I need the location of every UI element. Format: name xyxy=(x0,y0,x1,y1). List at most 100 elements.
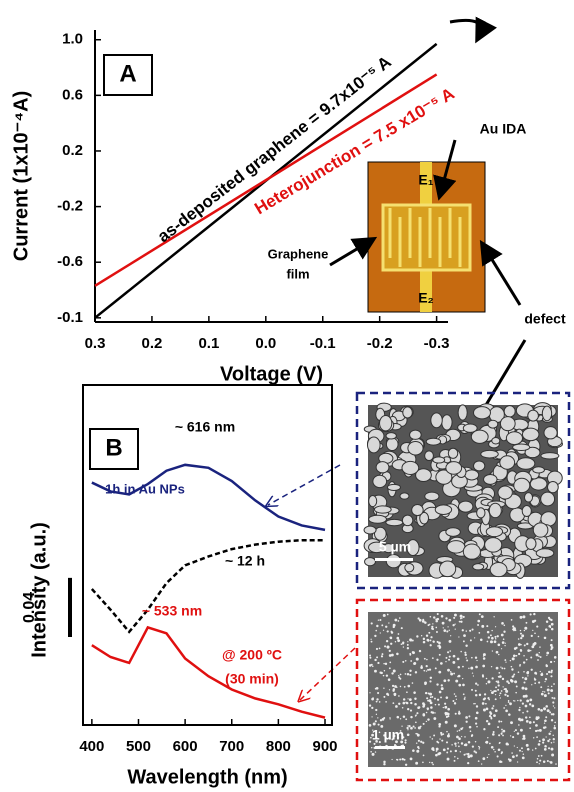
particle xyxy=(548,733,550,735)
particle xyxy=(540,671,541,672)
particle xyxy=(439,691,442,694)
particle xyxy=(385,663,387,665)
particle xyxy=(540,656,542,658)
grain xyxy=(431,413,442,428)
particle xyxy=(535,724,538,727)
particle xyxy=(426,721,427,722)
particle xyxy=(491,677,493,679)
grain xyxy=(463,544,480,559)
particle xyxy=(546,652,549,655)
particle xyxy=(377,625,379,627)
grain xyxy=(387,484,400,490)
particle xyxy=(422,762,424,764)
particle xyxy=(523,661,525,663)
particle xyxy=(429,624,430,625)
particle xyxy=(403,698,405,700)
particle xyxy=(511,680,514,683)
particle xyxy=(381,655,383,657)
particle xyxy=(493,705,495,707)
particle xyxy=(488,636,490,638)
particle xyxy=(403,716,405,718)
particle xyxy=(487,641,489,643)
grain xyxy=(374,506,391,513)
particle xyxy=(465,753,466,754)
particle xyxy=(478,760,480,762)
particle xyxy=(470,730,472,732)
particle xyxy=(504,624,506,626)
annotation: (30 min) xyxy=(225,671,279,687)
particle xyxy=(400,674,402,676)
particle xyxy=(517,761,518,762)
particle xyxy=(546,673,548,675)
particle xyxy=(540,709,543,712)
particle xyxy=(469,726,472,729)
particle xyxy=(408,725,410,727)
particle xyxy=(455,713,457,715)
particle xyxy=(493,731,495,733)
particle xyxy=(469,630,471,632)
particle xyxy=(394,619,397,622)
particle xyxy=(429,762,430,763)
particle xyxy=(551,697,553,699)
x-tick-label: -0.1 xyxy=(310,335,336,352)
particle xyxy=(494,751,496,753)
particle xyxy=(554,656,557,659)
particle xyxy=(447,626,448,627)
particle xyxy=(470,639,472,641)
particle xyxy=(467,762,469,764)
particle xyxy=(518,653,520,655)
particle xyxy=(511,752,513,754)
particle xyxy=(542,742,544,744)
grain xyxy=(486,527,502,537)
particle xyxy=(447,630,449,632)
particle xyxy=(522,677,524,679)
particle xyxy=(373,723,376,726)
particle xyxy=(464,754,466,756)
y-axis-label: Current (1x10⁻⁴A) xyxy=(10,91,32,262)
particle xyxy=(460,621,462,623)
particle xyxy=(436,631,438,633)
particle xyxy=(450,635,451,636)
particle xyxy=(504,659,506,661)
x-tick-label: 900 xyxy=(312,738,337,755)
particle xyxy=(542,738,545,741)
particle xyxy=(501,690,503,692)
grain xyxy=(522,506,531,517)
grain xyxy=(458,405,467,420)
x-tick-label: -0.2 xyxy=(367,335,393,352)
particle xyxy=(455,623,456,624)
particle xyxy=(551,754,554,757)
particle xyxy=(527,675,528,676)
particle xyxy=(421,665,423,667)
particle xyxy=(371,707,373,709)
particle xyxy=(378,619,379,620)
particle xyxy=(475,751,477,753)
annotation: E₁ xyxy=(418,172,433,188)
particle xyxy=(415,715,417,717)
particle xyxy=(433,735,435,737)
particle xyxy=(409,670,411,672)
particle xyxy=(518,638,520,640)
particle xyxy=(389,654,392,657)
particle xyxy=(458,742,459,743)
particle xyxy=(523,671,525,673)
particle xyxy=(498,749,500,751)
particle xyxy=(443,627,444,628)
particle xyxy=(505,662,506,663)
particle xyxy=(489,715,491,717)
grain xyxy=(369,495,377,506)
particle xyxy=(410,640,411,641)
particle xyxy=(463,634,466,637)
x-tick-label: 600 xyxy=(173,738,198,755)
particle xyxy=(429,699,432,702)
grain xyxy=(514,478,530,492)
particle xyxy=(477,620,480,623)
particle xyxy=(548,686,549,687)
particle xyxy=(456,699,457,700)
particle xyxy=(370,639,371,640)
particle xyxy=(443,748,446,751)
data-line xyxy=(92,627,325,717)
particle xyxy=(433,717,436,720)
particle xyxy=(383,675,385,677)
particle xyxy=(527,649,530,652)
